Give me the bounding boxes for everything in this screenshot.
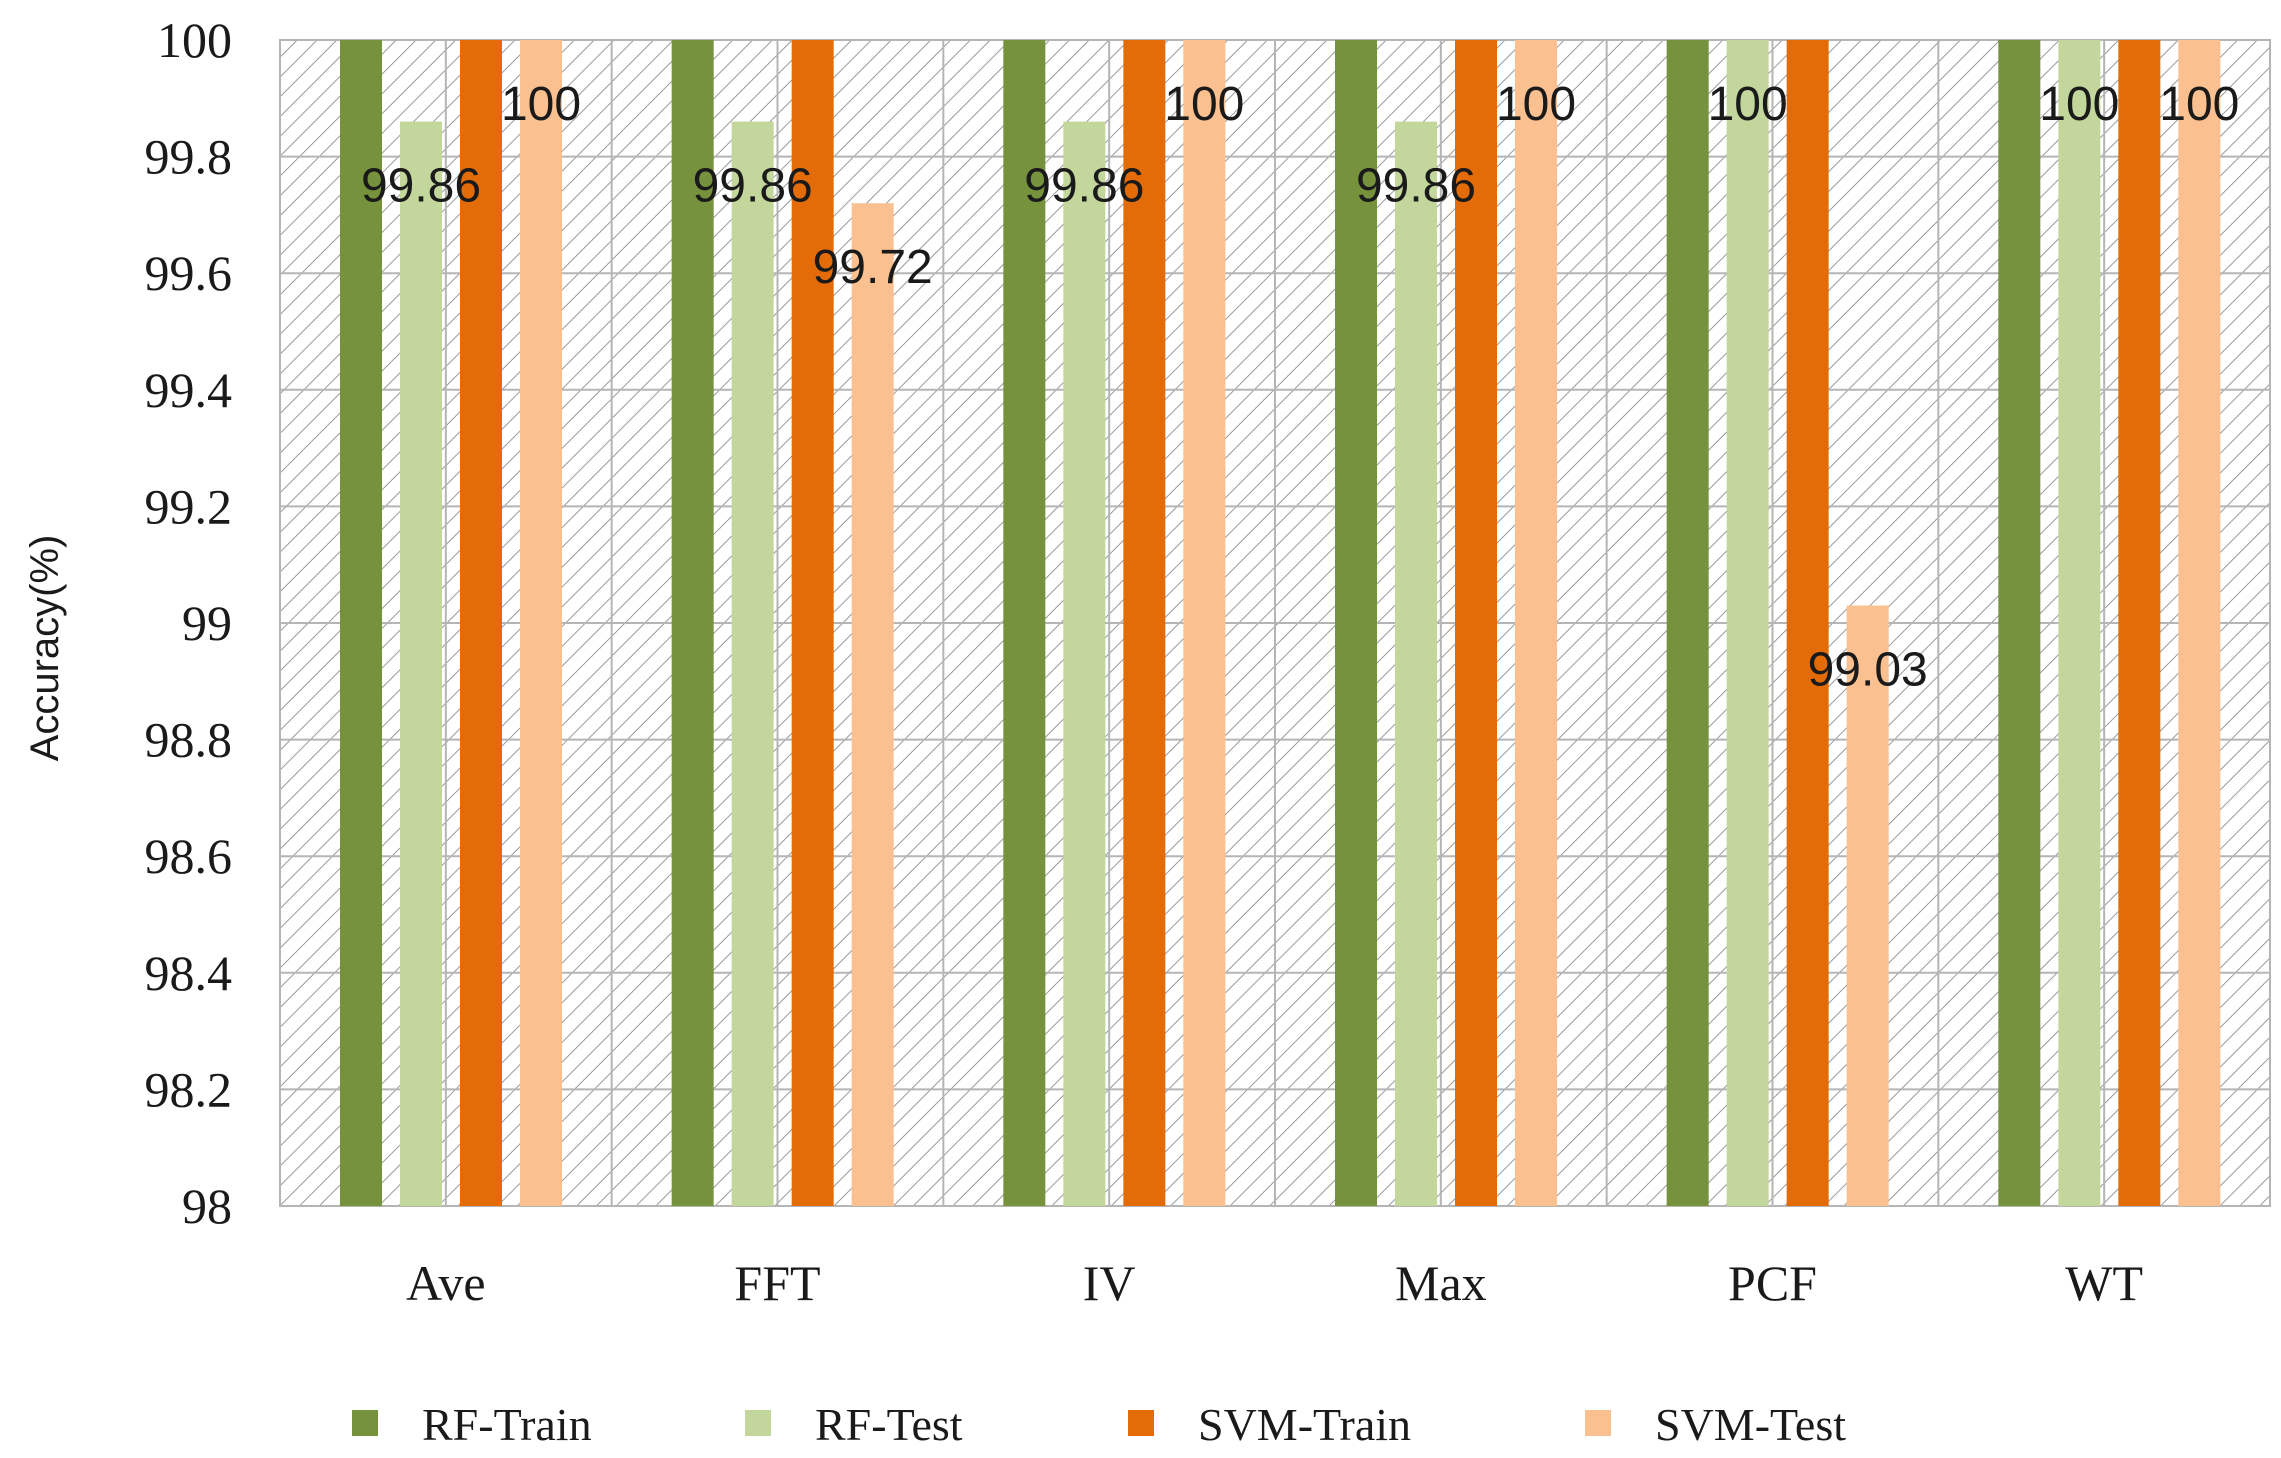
y-tick-label: 99.8	[145, 129, 233, 185]
x-tick-label: WT	[2065, 1255, 2143, 1311]
data-label: 99.86	[1356, 160, 1476, 213]
x-tick-label: Ave	[406, 1255, 486, 1311]
bar-svm-test-iv	[1183, 40, 1226, 1206]
bars	[340, 40, 2221, 1207]
y-tick-label: 99.6	[145, 245, 233, 301]
bar-svm-test-wt	[2178, 40, 2221, 1206]
data-label: 99.03	[1808, 644, 1928, 697]
legend-swatch	[745, 1410, 771, 1436]
y-tick-label: 100	[157, 12, 232, 68]
y-tick-label: 99	[182, 595, 232, 651]
legend: RF-Train RF-Test SVM-Train SVM-Test	[352, 1399, 1846, 1450]
data-label: 100	[1496, 78, 1576, 131]
data-label: 99.86	[361, 160, 481, 213]
data-labels: 99.86 99.86 99.86 99.86 100 100 100 99.72 100 100…	[361, 78, 2239, 697]
y-tick-label: 98.6	[145, 828, 233, 884]
bar-rf-test-pcf	[1726, 40, 1769, 1206]
bar-rf-train-wt	[1998, 40, 2041, 1206]
bar-rf-test-ave	[400, 121, 442, 1207]
bar-svm-train-pcf	[1786, 40, 1829, 1206]
x-axis-ticks: Ave FFT IV Max PCF WT	[406, 1255, 2143, 1311]
legend-swatch	[352, 1410, 378, 1436]
bar-svm-train-ave	[460, 40, 502, 1206]
bar-svm-test-pcf	[1846, 605, 1889, 1206]
legend-label: RF-Train	[422, 1399, 592, 1450]
y-tick-label: 98.2	[145, 1061, 233, 1117]
bar-rf-test-iv	[1063, 121, 1106, 1207]
bar-svm-test-ave	[520, 40, 562, 1206]
data-label: 100	[2159, 78, 2239, 131]
bar-rf-train-max	[1335, 40, 1377, 1206]
legend-swatch	[1128, 1410, 1154, 1436]
bar-svm-train-max	[1455, 40, 1497, 1206]
bar-rf-train-ave	[340, 40, 382, 1206]
bar-rf-test-max	[1395, 121, 1437, 1207]
y-tick-label: 99.4	[145, 362, 233, 418]
y-tick-label: 99.2	[145, 478, 233, 534]
data-label: 99.72	[813, 241, 933, 294]
data-label: 100	[1164, 78, 1244, 131]
legend-label: SVM-Train	[1198, 1399, 1411, 1450]
bar-rf-test-fft	[731, 121, 774, 1207]
legend-swatch	[1585, 1410, 1611, 1436]
data-label: 100	[1708, 78, 1788, 131]
bar-rf-train-fft	[671, 40, 714, 1206]
y-axis-label: Accuracy(%)	[23, 535, 67, 762]
y-tick-label: 98.4	[145, 945, 233, 1001]
x-tick-label: FFT	[734, 1255, 820, 1311]
legend-label: SVM-Test	[1655, 1399, 1846, 1450]
x-tick-label: IV	[1083, 1255, 1136, 1311]
bar-svm-test-fft	[851, 203, 894, 1207]
data-label: 100	[501, 78, 581, 131]
data-label: 100	[2039, 78, 2119, 131]
y-axis-ticks: 98 98.2 98.4 98.6 98.8 99 99.2 99.4 99.6 99.8 100	[145, 12, 233, 1234]
y-tick-label: 98	[182, 1178, 232, 1234]
bar-svm-train-wt	[2118, 40, 2161, 1206]
x-tick-label: Max	[1395, 1255, 1487, 1311]
bar-rf-test-wt	[2058, 40, 2101, 1206]
legend-label: RF-Test	[815, 1399, 963, 1450]
data-label: 99.86	[1024, 160, 1144, 213]
x-tick-label: PCF	[1728, 1255, 1817, 1311]
bar-rf-train-pcf	[1666, 40, 1709, 1206]
y-tick-label: 98.8	[145, 712, 233, 768]
data-label: 99.86	[693, 160, 813, 213]
gridlines	[279, 39, 2271, 1207]
bar-svm-test-max	[1515, 40, 1557, 1206]
bar-rf-train-iv	[1003, 40, 1046, 1206]
bar-svm-train-fft	[791, 40, 834, 1206]
bar-svm-train-iv	[1123, 40, 1166, 1206]
